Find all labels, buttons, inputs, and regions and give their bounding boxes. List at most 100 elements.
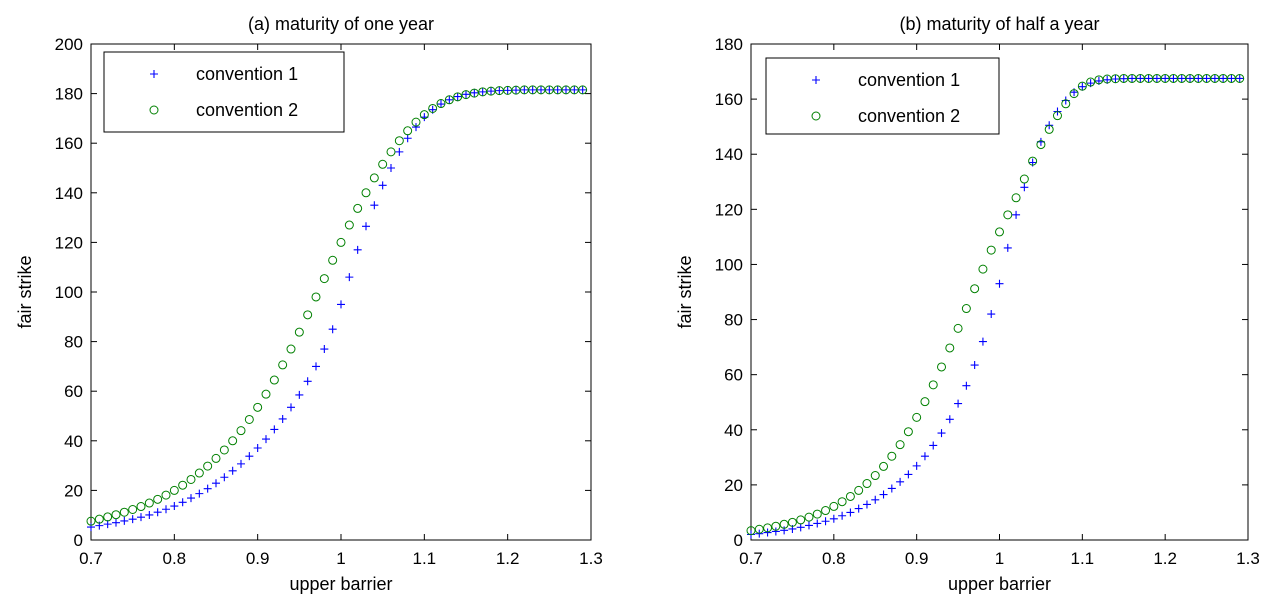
- y-tick-label: 120: [715, 200, 743, 219]
- data-point-plus: [545, 85, 554, 94]
- data-point-circle: [361, 188, 371, 198]
- y-tick-label: 180: [55, 85, 83, 104]
- y-tick-label: 180: [715, 35, 743, 54]
- data-point-plus: [920, 452, 929, 461]
- legend-box: [765, 57, 1000, 135]
- data-point-circle: [386, 147, 396, 157]
- y-tick-label: 0: [74, 531, 83, 550]
- data-point-plus: [370, 201, 379, 210]
- data-point-plus: [1111, 74, 1120, 83]
- legend-label: convention 1: [858, 70, 960, 90]
- data-point-plus: [287, 403, 295, 412]
- data-point-circle: [436, 99, 446, 109]
- data-point-plus: [1177, 74, 1186, 83]
- y-tick-label: 40: [724, 421, 743, 440]
- data-point-circle: [428, 103, 438, 113]
- data-point-plus: [295, 390, 304, 399]
- data-point-plus: [578, 85, 587, 94]
- data-point-circle: [411, 117, 421, 127]
- data-point-plus: [420, 113, 429, 122]
- data-point-circle: [837, 497, 847, 507]
- data-point-plus: [796, 523, 805, 532]
- y-tick-label: 80: [64, 333, 83, 352]
- data-point-circle: [1011, 193, 1021, 203]
- y-tick-label: 20: [724, 476, 743, 495]
- data-point-plus: [270, 425, 279, 434]
- data-point-plus: [912, 461, 921, 470]
- data-point-plus: [562, 85, 570, 94]
- data-point-plus: [1169, 74, 1178, 83]
- data-point-circle: [353, 203, 363, 213]
- data-point-plus: [445, 95, 454, 104]
- data-point-circle: [953, 323, 963, 333]
- legend-label: convention 1: [196, 64, 298, 84]
- data-point-circle: [269, 375, 279, 385]
- data-point-circle: [1061, 99, 1071, 109]
- data-point-plus: [303, 377, 312, 386]
- data-point-circle: [870, 471, 880, 481]
- y-tick-label: 20: [64, 481, 83, 500]
- data-point-plus: [954, 399, 963, 408]
- data-point-plus: [813, 519, 822, 528]
- data-point-circle: [328, 255, 338, 265]
- data-point-plus: [862, 500, 871, 509]
- data-point-circle: [303, 310, 313, 320]
- data-point-plus: [120, 516, 129, 525]
- data-point-circle: [995, 227, 1004, 237]
- data-point-circle: [378, 159, 388, 169]
- x-tick-label: 0.9: [905, 549, 929, 568]
- data-point-plus: [178, 498, 187, 507]
- data-point-plus: [528, 85, 537, 94]
- data-point-plus: [495, 86, 504, 95]
- data-point-plus: [896, 477, 905, 486]
- data-point-circle: [1003, 210, 1013, 220]
- data-point-plus: [170, 502, 179, 511]
- data-point-circle: [961, 304, 971, 314]
- x-tick-label: 1: [336, 549, 345, 568]
- data-point-plus: [478, 87, 487, 96]
- data-point-circle: [194, 468, 204, 478]
- data-point-plus: [838, 511, 847, 520]
- data-point-plus: [945, 415, 954, 424]
- x-tick-label: 0.7: [739, 549, 763, 568]
- data-point-plus: [345, 273, 354, 282]
- data-point-circle: [461, 90, 471, 100]
- legend-label: convention 2: [858, 106, 960, 126]
- data-point-plus: [780, 526, 789, 535]
- x-tick-label: 0.8: [822, 549, 846, 568]
- series-2: [746, 73, 1245, 536]
- data-point-circle: [578, 85, 588, 95]
- legend-marker-circle: [149, 105, 159, 115]
- x-axis-label: upper barrier: [289, 574, 392, 594]
- data-point-circle: [804, 512, 814, 522]
- data-point-circle: [812, 509, 822, 519]
- data-point-circle: [144, 498, 154, 508]
- data-point-circle: [970, 284, 980, 294]
- data-point-circle: [787, 517, 797, 527]
- data-point-plus: [403, 134, 412, 143]
- data-point-circle: [319, 274, 329, 284]
- data-point-plus: [763, 528, 772, 537]
- data-point-circle: [278, 360, 288, 370]
- data-point-plus: [453, 92, 462, 101]
- data-point-circle: [1086, 77, 1096, 87]
- data-point-plus: [245, 452, 254, 461]
- y-axis-label: fair strike: [15, 255, 35, 328]
- y-tick-label: 140: [55, 184, 83, 203]
- data-point-circle: [169, 485, 179, 495]
- data-point-plus: [937, 429, 946, 438]
- data-point-plus: [1128, 74, 1137, 83]
- x-tick-label: 0.8: [163, 549, 187, 568]
- series-2: [86, 85, 588, 526]
- data-point-plus: [887, 484, 896, 493]
- data-point-plus: [771, 527, 780, 536]
- data-point-circle: [796, 515, 806, 525]
- data-point-plus: [1020, 183, 1029, 192]
- chart-a: (a) maturity of one year 0.7 0.8 0.9 1 1.1 1.2…: [15, 14, 603, 594]
- data-point-plus: [128, 515, 137, 524]
- data-point-plus: [1078, 82, 1087, 91]
- data-point-circle: [903, 427, 913, 437]
- x-tick-label: 1.3: [579, 549, 603, 568]
- data-point-circle: [444, 95, 454, 105]
- data-point-circle: [1077, 81, 1087, 91]
